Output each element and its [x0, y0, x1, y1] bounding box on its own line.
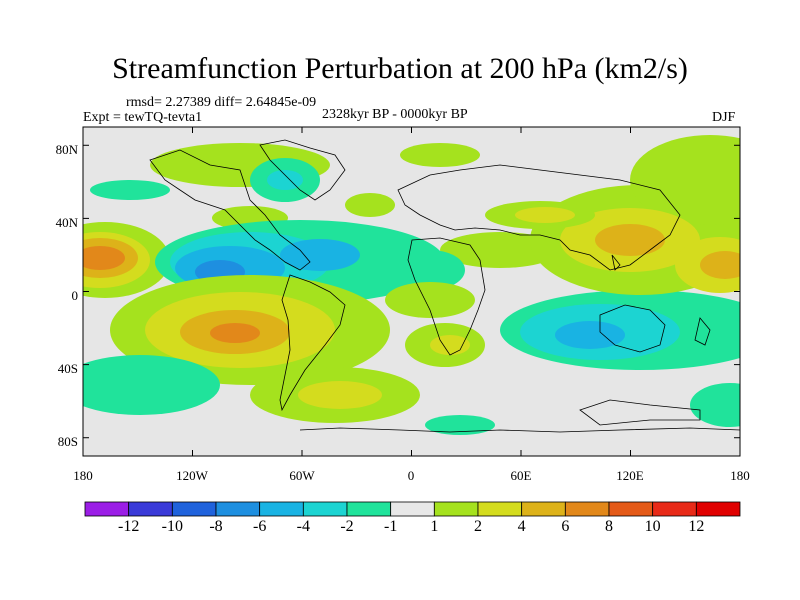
contour-fields	[83, 135, 740, 435]
contour-feature	[515, 207, 575, 223]
lat-label-0: 0	[71, 288, 79, 303]
colorbar-swatch	[346, 501, 392, 517]
contour-feature	[210, 323, 260, 343]
contour-feature	[690, 383, 740, 427]
lon-label-60e: 60E	[510, 468, 532, 483]
colorbar-label: -8	[209, 518, 223, 535]
period-label: 2328kyr BP - 0000kyr BP	[322, 107, 468, 122]
colorbar-swatch	[608, 501, 654, 517]
lon-label-0: 0	[407, 468, 415, 483]
lat-label-80s: 80S	[57, 434, 78, 449]
lat-label-80n: 80N	[55, 142, 78, 157]
lat-label-40n: 40N	[55, 215, 78, 230]
colorbar	[84, 501, 741, 517]
lon-label-120w: 120W	[176, 468, 208, 483]
contour-feature	[280, 239, 360, 271]
contour-feature	[83, 355, 220, 415]
stats-label: rmsd= 2.27389 diff= 2.64845e-09	[126, 95, 317, 110]
colorbar-swatch	[171, 501, 217, 517]
experiment-label: Expt = tewTQ-tevta1	[83, 110, 203, 125]
season-label: DJF	[712, 110, 736, 125]
colorbar-swatch	[84, 501, 130, 517]
contour-feature	[385, 282, 475, 318]
contour-feature	[345, 193, 395, 217]
contour-feature	[395, 250, 465, 290]
colorbar-swatch	[521, 501, 566, 517]
colorbar-swatch	[302, 501, 348, 517]
colorbar-swatch	[564, 501, 610, 517]
colorbar-label: 1	[430, 518, 439, 535]
colorbar-label: -10	[161, 518, 183, 535]
contour-feature	[630, 135, 740, 225]
colorbar-label: -1	[383, 518, 398, 535]
colorbar-label: -4	[296, 518, 310, 535]
lon-label-60w: 60W	[289, 468, 315, 483]
lat-label-40s: 40S	[57, 361, 78, 376]
contour-feature	[400, 143, 480, 167]
contour-feature	[90, 180, 170, 200]
contour-feature	[440, 232, 560, 268]
lon-label-120e: 120E	[616, 468, 644, 483]
contour-feature	[267, 170, 303, 190]
colorbar-swatch	[390, 501, 435, 517]
colorbar-label: 10	[644, 518, 661, 535]
colorbar-label: 4	[517, 518, 526, 535]
colorbar-label: 8	[605, 518, 613, 535]
colorbar-swatch	[215, 501, 261, 517]
colorbar-label: -6	[252, 518, 267, 535]
colorbar-swatch	[652, 501, 697, 517]
colorbar-swatch	[695, 501, 741, 517]
contour-feature	[83, 246, 125, 270]
coastlines	[149, 139, 740, 433]
colorbar-swatch	[128, 501, 173, 517]
contour-feature	[555, 321, 625, 349]
chart-title: Streamfunction Perturbation at 200 hPa (…	[112, 52, 688, 85]
colorbar-label: 6	[561, 518, 570, 535]
colorbar-label: -12	[117, 518, 140, 535]
axis-ticks	[82, 127, 741, 456]
contour-feature	[298, 381, 382, 409]
lon-label-180w: 180	[73, 468, 93, 483]
contour-feature	[425, 415, 495, 435]
contour-feature	[430, 335, 470, 355]
colorbar-swatch	[477, 501, 523, 517]
colorbar-swatch	[259, 501, 304, 517]
colorbar-label: 12	[688, 518, 705, 535]
contour-feature	[595, 224, 665, 256]
lon-label-180e: 180	[730, 468, 750, 483]
colorbar-swatch	[433, 501, 479, 517]
contour-feature	[700, 251, 740, 279]
colorbar-label: 2	[474, 518, 482, 535]
colorbar-label: -2	[340, 518, 354, 535]
